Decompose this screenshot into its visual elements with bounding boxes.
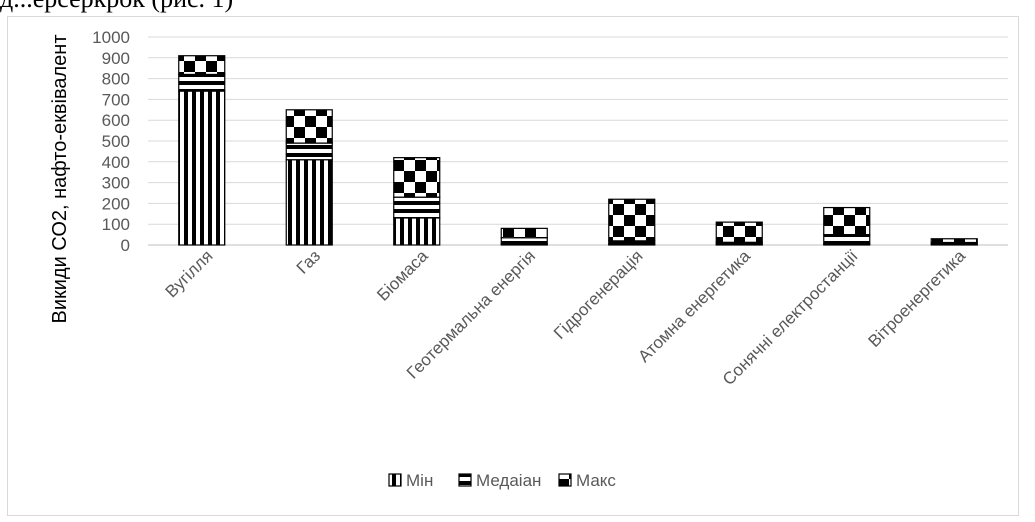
- bar-segment: [286, 143, 332, 160]
- y-tick-label: 100: [102, 215, 130, 234]
- y-tick-label: 200: [102, 194, 130, 213]
- legend-label: Мін: [406, 471, 433, 490]
- bars: [179, 56, 978, 245]
- y-tick-label: 700: [102, 90, 130, 109]
- legend-entry: Мін: [389, 471, 433, 490]
- legend: Мін Медаіан Макс: [389, 471, 616, 490]
- gridlines: [148, 37, 1008, 245]
- x-tick-label: Газ: [293, 246, 324, 277]
- x-tick-label: Вугілля: [162, 246, 217, 301]
- bar-segment: [286, 110, 332, 143]
- y-tick-label: 0: [121, 236, 130, 255]
- x-tick-label: Вітроенергетика: [865, 246, 970, 351]
- bar-segment: [931, 239, 977, 243]
- y-tick-label: 400: [102, 153, 130, 172]
- bar-segment: [501, 228, 547, 237]
- x-tick-label: Біомаса: [373, 246, 432, 305]
- legend-label: Медаіан: [476, 471, 541, 490]
- y-axis-label: Викиди СО2, нафто-еквівалент: [49, 35, 71, 324]
- bar-segment: [394, 158, 440, 198]
- bar-segment: [824, 208, 870, 235]
- legend-swatch: [459, 474, 471, 486]
- y-tick-label: 800: [102, 70, 130, 89]
- x-tick-label: Атомна енергетика: [634, 246, 754, 366]
- header-fragment: д...ерсеркрок (рис. 1): [0, 0, 400, 14]
- bar-segment: [716, 222, 762, 242]
- bar-segment: [824, 235, 870, 244]
- bar-segment: [609, 199, 655, 241]
- legend-entry: Медаіан: [459, 471, 541, 490]
- x-tick-label: Гідрогенерація: [550, 246, 647, 343]
- y-tick-label: 600: [102, 111, 130, 130]
- y-tick-label: 500: [102, 132, 130, 151]
- bar-segment: [501, 238, 547, 244]
- y-tick-label: 300: [102, 174, 130, 193]
- y-tick-label: 1000: [92, 28, 130, 47]
- legend-entry: Макс: [559, 471, 616, 490]
- bar-segment: [394, 218, 440, 245]
- bar-segment: [179, 56, 225, 75]
- legend-swatch: [559, 474, 571, 486]
- legend-swatch: [389, 474, 401, 486]
- y-tick-label: 900: [102, 49, 130, 68]
- bar-segment: [179, 91, 225, 245]
- bar-segment: [286, 160, 332, 245]
- bar-segment: [394, 197, 440, 218]
- legend-label: Макс: [576, 471, 616, 490]
- bar-segment: [179, 74, 225, 91]
